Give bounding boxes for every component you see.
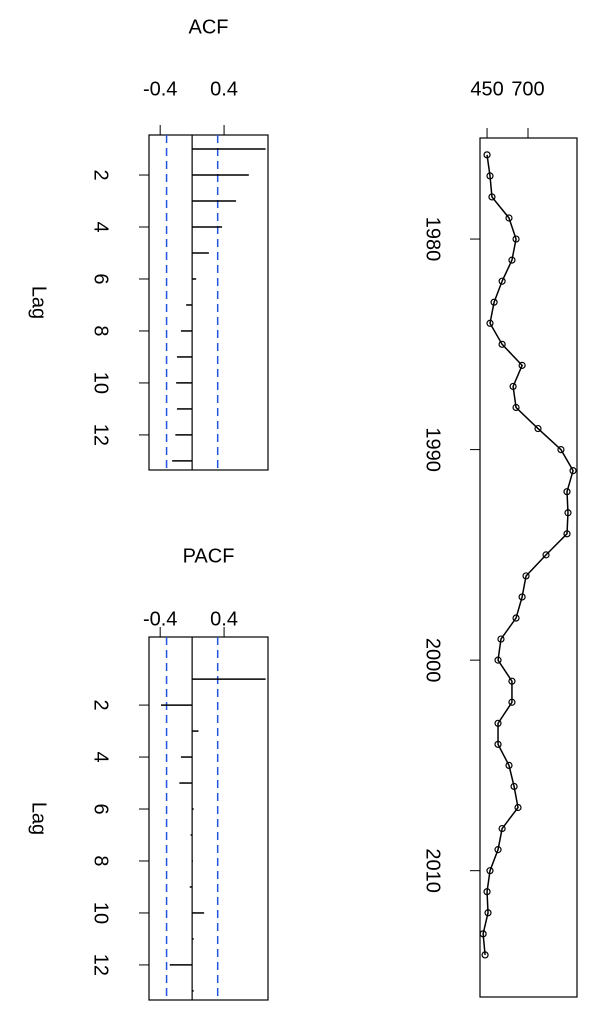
point bbox=[494, 719, 502, 727]
point bbox=[564, 509, 572, 517]
point bbox=[510, 782, 518, 791]
x-tick-label: 12 bbox=[90, 424, 112, 446]
panel-title: PACF bbox=[183, 545, 235, 567]
x-tick-label: 2000 bbox=[422, 638, 444, 683]
point bbox=[508, 677, 516, 685]
point bbox=[563, 530, 571, 538]
point bbox=[498, 277, 506, 285]
point bbox=[494, 846, 502, 854]
value-tick-label: 450 bbox=[470, 78, 503, 100]
point bbox=[569, 467, 577, 475]
point bbox=[512, 235, 520, 243]
point bbox=[512, 614, 520, 622]
point bbox=[557, 445, 565, 454]
point bbox=[498, 824, 506, 833]
point bbox=[505, 214, 513, 222]
point bbox=[486, 172, 494, 180]
x-tick-label: 2010 bbox=[422, 848, 444, 893]
x-tick-label: 1980 bbox=[422, 217, 444, 262]
x-tick-label: 12 bbox=[90, 954, 112, 976]
value-tick-label: 700 bbox=[511, 78, 544, 100]
point bbox=[484, 909, 492, 917]
point bbox=[498, 340, 506, 348]
panel-title: ACF bbox=[189, 16, 229, 38]
point bbox=[518, 593, 526, 601]
plot-frame bbox=[148, 636, 269, 1001]
point bbox=[505, 761, 513, 770]
x-tick-label: 4 bbox=[90, 221, 112, 232]
axis-label: Lag bbox=[28, 286, 50, 319]
x-tick-label: 1990 bbox=[422, 427, 444, 472]
plot-frame bbox=[148, 134, 269, 471]
point bbox=[483, 888, 491, 896]
axis-label: Lag bbox=[28, 802, 50, 835]
x-tick-label: 8 bbox=[90, 855, 112, 866]
point bbox=[534, 424, 542, 433]
point bbox=[508, 256, 516, 264]
point bbox=[497, 635, 505, 643]
value-tick-label: -0.4 bbox=[143, 78, 177, 100]
point bbox=[481, 951, 489, 959]
point bbox=[563, 488, 571, 496]
point bbox=[490, 298, 498, 306]
point bbox=[514, 803, 522, 812]
x-tick-label: 6 bbox=[90, 803, 112, 814]
x-tick-label: 2 bbox=[90, 700, 112, 711]
point bbox=[479, 930, 487, 938]
point bbox=[522, 572, 530, 580]
value-tick-label: -0.4 bbox=[143, 608, 177, 630]
point bbox=[494, 656, 502, 664]
x-tick-label: 4 bbox=[90, 751, 112, 762]
x-tick-label: 8 bbox=[90, 325, 112, 336]
x-tick-label: 10 bbox=[90, 372, 112, 394]
point bbox=[486, 867, 494, 875]
value-tick-label: 0.4 bbox=[210, 608, 238, 630]
plot-frame bbox=[479, 137, 578, 998]
x-tick-label: 6 bbox=[90, 273, 112, 284]
point bbox=[483, 151, 491, 159]
value-tick-label: 0.4 bbox=[210, 78, 238, 100]
series-line bbox=[482, 154, 574, 955]
point bbox=[512, 403, 520, 412]
point bbox=[494, 740, 502, 748]
point bbox=[508, 698, 516, 706]
point bbox=[486, 319, 494, 327]
point bbox=[488, 193, 496, 201]
point bbox=[509, 382, 517, 391]
point bbox=[542, 551, 550, 559]
point bbox=[518, 361, 526, 369]
x-tick-label: 2 bbox=[90, 169, 112, 180]
x-tick-label: 10 bbox=[90, 902, 112, 924]
